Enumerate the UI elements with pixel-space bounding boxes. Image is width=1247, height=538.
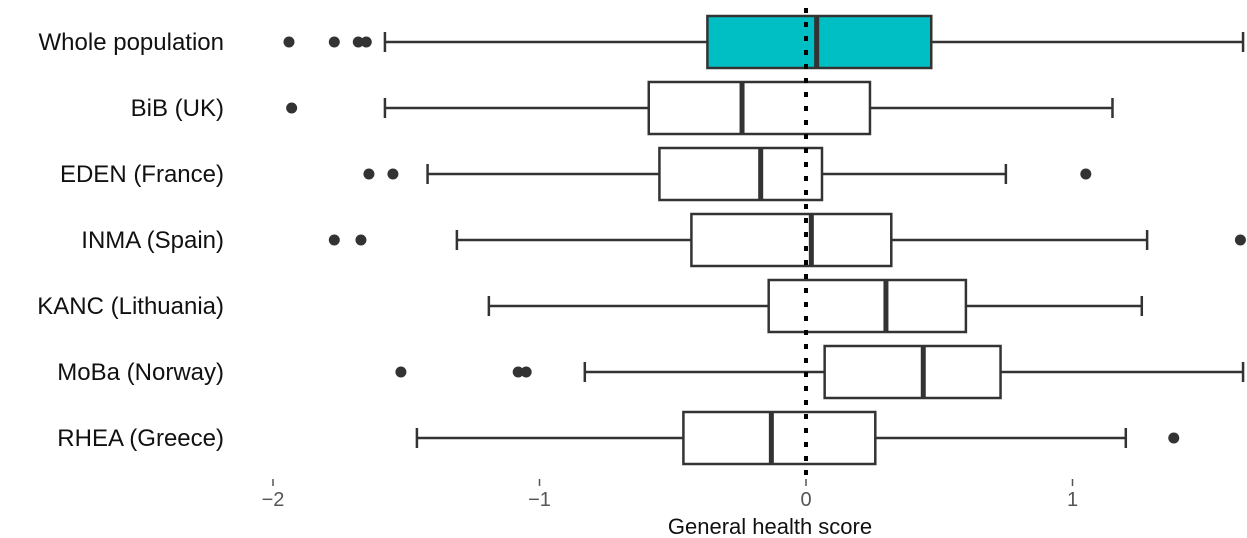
outlier-point bbox=[360, 36, 372, 48]
box-group bbox=[415, 410, 1180, 466]
x-tick-label: 0 bbox=[800, 489, 811, 511]
outlier-point bbox=[286, 102, 298, 114]
category-label: RHEA (Greece) bbox=[57, 425, 224, 452]
box-group bbox=[328, 212, 1246, 268]
outlier-point bbox=[352, 36, 364, 48]
category-label: BiB (UK) bbox=[131, 95, 224, 122]
box-iqr bbox=[690, 212, 893, 268]
outlier-point bbox=[355, 234, 367, 246]
category-label: EDEN (France) bbox=[60, 161, 224, 188]
outlier-point bbox=[512, 366, 524, 378]
box-iqr bbox=[706, 14, 933, 70]
box-iqr bbox=[823, 344, 1002, 400]
x-tick-label: −2 bbox=[262, 489, 285, 511]
outlier-point bbox=[395, 366, 407, 378]
outlier-point bbox=[328, 36, 340, 48]
category-label: KANC (Lithuania) bbox=[37, 293, 224, 320]
box-iqr bbox=[682, 410, 877, 466]
category-label: MoBa (Norway) bbox=[57, 359, 224, 386]
box-group bbox=[487, 278, 1144, 334]
box-iqr bbox=[647, 80, 872, 136]
boxes-layer bbox=[283, 14, 1246, 466]
outlier-point bbox=[1234, 234, 1246, 246]
box-group bbox=[283, 14, 1245, 70]
outlier-point bbox=[283, 36, 295, 48]
x-axis-title: General health score bbox=[668, 514, 872, 538]
x-axis: −2 −1 0 1 bbox=[262, 479, 1078, 511]
x-tick-label: 1 bbox=[1067, 489, 1078, 511]
box-group bbox=[363, 146, 1092, 202]
x-tick-label: −1 bbox=[528, 489, 551, 511]
outlier-point bbox=[1168, 432, 1180, 444]
outlier-point bbox=[328, 234, 340, 246]
outlier-point bbox=[363, 168, 375, 180]
outlier-point bbox=[387, 168, 399, 180]
box-group bbox=[395, 344, 1245, 400]
outlier-point bbox=[1080, 168, 1092, 180]
category-labels: Whole population BiB (UK) EDEN (France) INM… bbox=[37, 29, 224, 452]
category-label: INMA (Spain) bbox=[81, 227, 224, 254]
box-iqr bbox=[767, 278, 968, 334]
box-iqr bbox=[658, 146, 824, 202]
box-group bbox=[286, 80, 1114, 136]
outlier-point bbox=[520, 366, 532, 378]
category-label: Whole population bbox=[39, 29, 224, 56]
